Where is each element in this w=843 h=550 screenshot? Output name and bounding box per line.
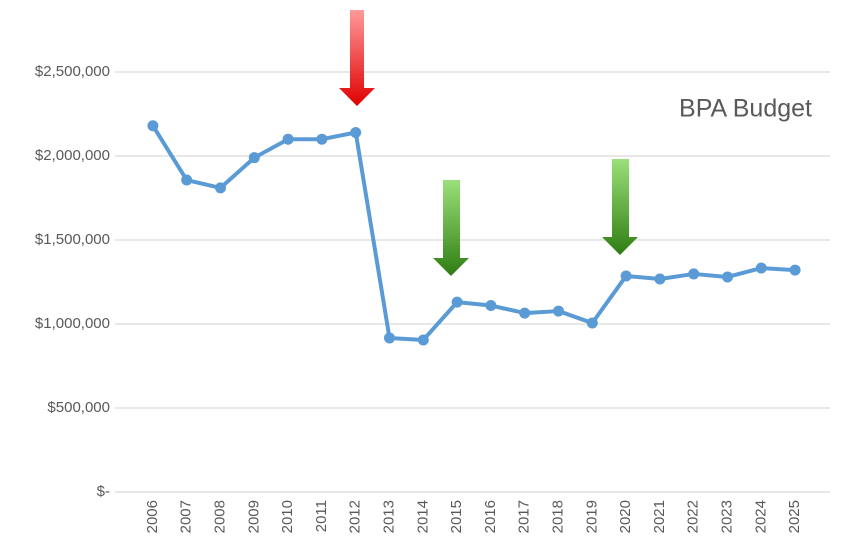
annotation: BPA Budget <box>679 95 812 123</box>
point <box>248 152 260 164</box>
point <box>586 317 598 329</box>
point <box>350 126 362 138</box>
point <box>722 271 733 283</box>
plot: $- $500,000 $1,000,000 $1,500,000 $2,000,000… <box>35 63 830 533</box>
x-tick-label: 2021 <box>651 500 668 533</box>
x-tick-label: 2019 <box>583 500 600 533</box>
x-tick-label: 2017 <box>516 500 533 533</box>
x-tick-label: 2008 <box>211 500 228 533</box>
x-tick-label: 2020 <box>617 500 634 533</box>
point <box>451 296 463 308</box>
point <box>688 268 700 280</box>
x-tick-label: 2011 <box>313 500 330 532</box>
x-tick-label: 2015 <box>448 500 465 533</box>
point <box>384 332 395 344</box>
point <box>553 305 564 317</box>
point <box>147 120 159 132</box>
x-tick-label: 2007 <box>178 500 195 533</box>
point <box>519 307 531 319</box>
x-tick-label: 2024 <box>752 500 769 533</box>
x-tick-label: 2025 <box>786 500 803 533</box>
x-tick-label: 2016 <box>482 500 499 533</box>
x-tick-label: 2018 <box>549 500 566 533</box>
arrow-green <box>602 159 638 255</box>
point <box>215 182 226 194</box>
y-tick-label: $2,500,000 <box>35 63 110 80</box>
point <box>755 262 767 274</box>
point <box>316 133 328 145</box>
x-tick-label: 2013 <box>380 500 397 533</box>
point <box>654 273 666 285</box>
x-tick-label: 2006 <box>144 500 161 533</box>
point <box>417 334 429 346</box>
y-tick-label: $1,500,000 <box>35 231 110 248</box>
point <box>620 270 632 282</box>
arrow-green <box>433 180 469 276</box>
x-tick-label: 2010 <box>279 500 296 533</box>
x-tick-label: 2023 <box>718 500 735 533</box>
point <box>789 264 801 276</box>
point <box>485 300 497 312</box>
y-tick-label: $500,000 <box>47 399 110 416</box>
x-tick-label: 2009 <box>245 500 262 533</box>
point <box>181 174 193 186</box>
y-tick-label: $2,000,000 <box>35 147 110 164</box>
x-tick-label: 2012 <box>347 500 364 533</box>
y-tick-label: $1,000,000 <box>35 315 110 332</box>
x-tick-label: 2014 <box>414 500 431 533</box>
series-line <box>151 124 796 342</box>
x-tick-label: 2022 <box>685 500 702 533</box>
arrow-red <box>339 10 375 106</box>
point <box>282 133 294 145</box>
y-tick-label: $- <box>97 483 110 500</box>
